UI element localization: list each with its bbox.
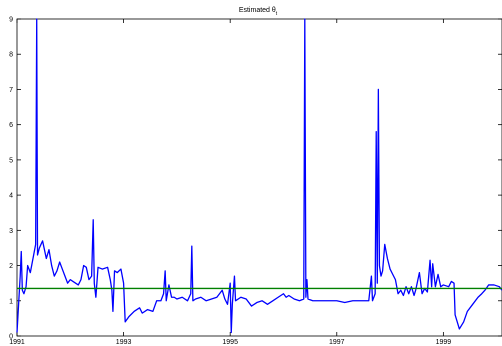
x-tick-label: 1995: [222, 339, 238, 346]
axes-box: [16, 18, 502, 337]
y-tick-label: 5: [9, 157, 13, 164]
y-tick-label: 9: [9, 17, 13, 24]
y-tick-label: 1: [9, 298, 13, 305]
y-tick-label: 2: [9, 263, 13, 270]
y-tick-label: 7: [9, 87, 13, 94]
y-tick-label: 4: [9, 193, 13, 200]
chart-title-main: Estimated θ: [239, 7, 276, 14]
series-line-1: [16, 18, 502, 334]
y-tick-label: 8: [9, 52, 13, 59]
y-tick-label: 3: [9, 228, 13, 235]
chart-title: Estimated θt: [239, 7, 278, 17]
x-tick-label: 1991: [9, 339, 25, 346]
x-tick-label: 1999: [436, 339, 452, 346]
plot-area: 0 1 2 3 4 5 6 7 8 9 1991 1993 1995 1997 1999: [9, 17, 502, 346]
y-tick-label: 0: [9, 334, 13, 341]
y-tick-label: 6: [9, 122, 13, 129]
x-tick-label: 1993: [116, 339, 132, 346]
chart-title-subscript: t: [276, 11, 278, 17]
x-tick-label: 1997: [329, 339, 345, 346]
